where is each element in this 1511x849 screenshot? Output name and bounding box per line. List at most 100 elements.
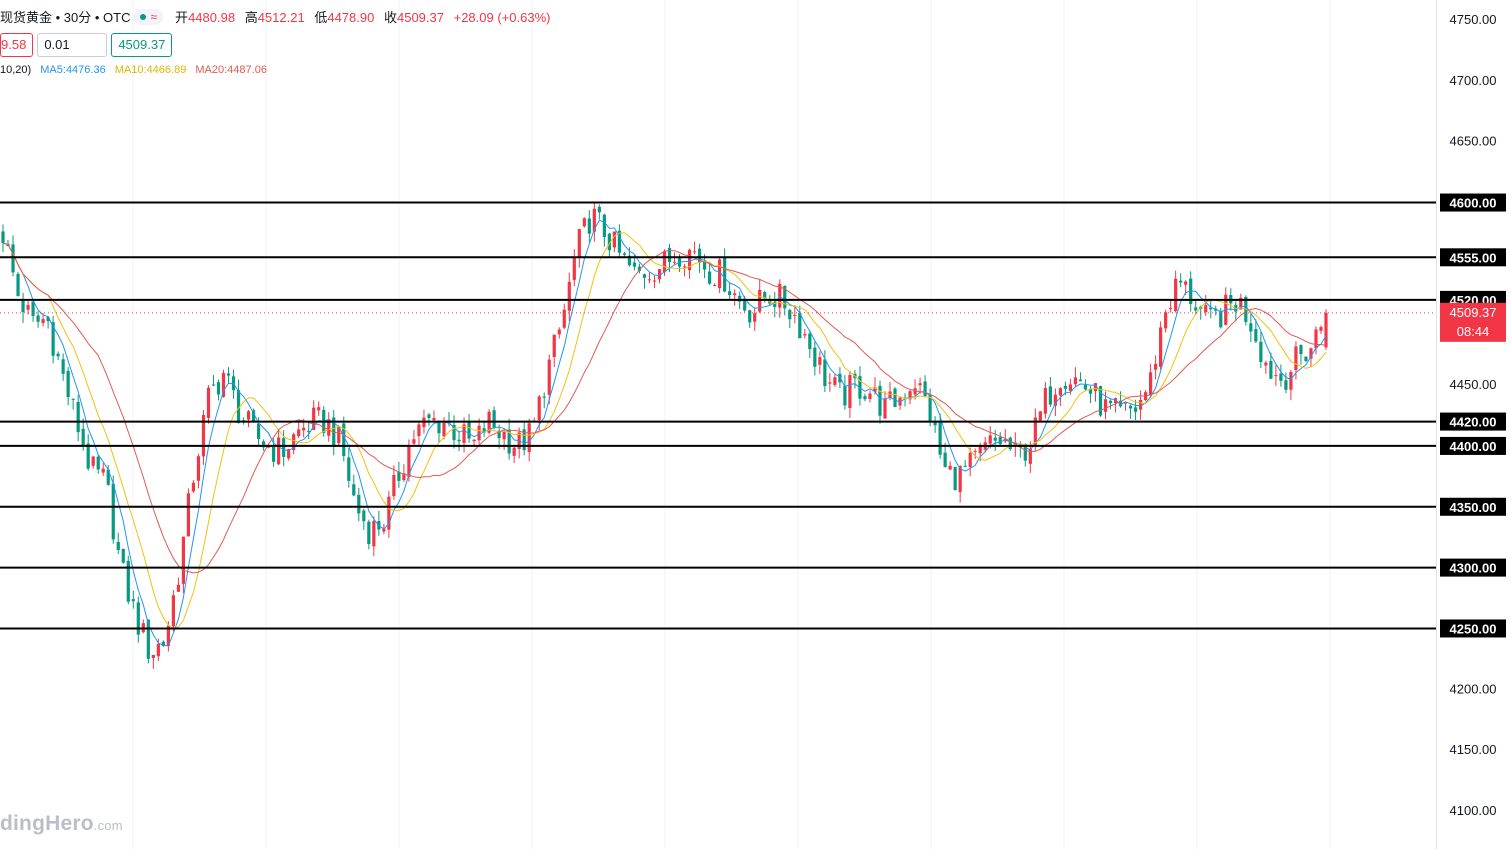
candle (1179, 273, 1183, 288)
candle-body (452, 424, 456, 441)
candle-body (1093, 383, 1098, 392)
candle-body (697, 248, 702, 263)
candle-body (1033, 417, 1037, 446)
candle (151, 654, 155, 669)
candle-body (467, 422, 471, 439)
sell-button[interactable]: 9.58 (0, 33, 34, 57)
candle-body (337, 426, 341, 444)
candle (647, 271, 652, 284)
candle-body (131, 599, 135, 602)
candle-body (878, 385, 882, 416)
candle-body (1309, 348, 1313, 359)
candle (863, 393, 867, 402)
chart-area[interactable] (0, 0, 1436, 849)
candle (723, 248, 727, 293)
candle-body (607, 233, 611, 251)
candle-body (11, 244, 15, 273)
candle-body (1053, 394, 1057, 406)
candlestick-chart[interactable] (0, 0, 1436, 849)
candle-body (968, 452, 972, 468)
price-tick-label: 4150.00 (1450, 742, 1497, 757)
candle (1304, 356, 1308, 363)
candle (397, 461, 401, 488)
candle (933, 416, 937, 433)
candle (482, 421, 486, 437)
candle-body (808, 333, 812, 350)
candle-body (943, 452, 947, 467)
candle (878, 380, 882, 424)
open-label: 开 (175, 10, 189, 25)
candle-body (36, 315, 40, 322)
market-open-dot (140, 13, 147, 20)
chart-header: 现货黄金 • 30分 • OTC ≈ 开4480.98 高4512.21 低44… (0, 7, 556, 26)
candle (1214, 305, 1218, 316)
buy-button[interactable]: 4509.37 (111, 33, 173, 57)
candle-body (542, 396, 546, 398)
candle-body (502, 432, 506, 440)
candle-body (823, 359, 827, 387)
indicator-legend[interactable]: 10,20) MA5:4476.36 MA10:4466.89 MA20:448… (0, 64, 273, 76)
candle-body (1204, 305, 1208, 313)
candle-body (527, 423, 531, 453)
candle (883, 391, 887, 419)
ma10-value: MA10:4466.89 (114, 64, 187, 76)
candle (221, 369, 226, 398)
candle (1043, 382, 1047, 419)
candle (347, 447, 351, 488)
candle-body (783, 285, 787, 309)
candle-body (923, 381, 927, 396)
candle (1224, 287, 1228, 326)
candle-body (537, 396, 541, 421)
ma20-value: MA20:4487.06 (195, 64, 267, 76)
candle-body (547, 359, 551, 395)
candle-body (582, 218, 586, 227)
price-axis[interactable]: 4600.00 4555.00 4520.00 4420.00 4400.00 4350.… (1436, 0, 1511, 849)
market-status-pill[interactable]: ≈ (134, 8, 164, 25)
candle (858, 366, 862, 406)
candle-body (1194, 307, 1198, 311)
candle-body (587, 218, 591, 234)
candle (507, 418, 511, 460)
candle (66, 367, 70, 406)
candle-body (1048, 386, 1052, 405)
symbol-title[interactable]: 现货黄金 • 30分 • OTC (0, 10, 131, 25)
candle-body (512, 447, 516, 456)
candle (1053, 388, 1057, 416)
candle-body (101, 468, 105, 473)
candle-body (642, 274, 647, 278)
candle-body (657, 269, 662, 280)
ma5-value: MA5:4476.36 (40, 64, 106, 76)
candle-body (26, 305, 30, 310)
candle (893, 387, 897, 408)
candle (928, 388, 932, 427)
candle-body (1038, 411, 1042, 421)
candle (41, 313, 45, 327)
candle (1284, 372, 1288, 394)
candle-body (1154, 363, 1158, 370)
candle-body (482, 428, 486, 433)
candle-body (497, 430, 501, 439)
candle-body (1058, 388, 1062, 396)
candle (36, 311, 40, 328)
quantity-input[interactable]: 0.01 (37, 33, 108, 57)
candle-body (602, 214, 606, 238)
candle (91, 456, 95, 469)
candle-body (1264, 362, 1268, 366)
candle-body (773, 302, 777, 308)
candle (973, 448, 977, 460)
candle-body (251, 410, 256, 422)
candle (577, 228, 581, 268)
candle (86, 434, 90, 471)
candle-body (507, 429, 511, 454)
candle (186, 488, 191, 537)
candle-body (16, 273, 20, 296)
candle (1128, 404, 1133, 419)
change-value: +28.09 (+0.63%) (453, 10, 551, 25)
candle (1123, 401, 1128, 411)
candle (372, 516, 376, 557)
candle-body (31, 301, 35, 316)
candle-body (567, 281, 571, 311)
candle-body (1078, 379, 1083, 382)
candle-body (728, 291, 732, 296)
candle-body (908, 391, 912, 400)
